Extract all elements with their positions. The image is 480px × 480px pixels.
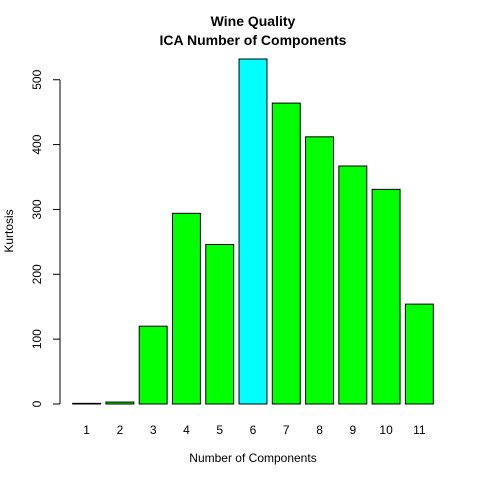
- x-tick-label: 6: [250, 423, 257, 437]
- bar-1: [72, 402, 102, 405]
- x-tick-label: 9: [349, 423, 356, 437]
- x-tick-label: 1: [83, 423, 90, 437]
- bar-11: [404, 303, 434, 405]
- x-axis-tick-labels: 1 2 3 4 5 6 7 8 9 10 11: [83, 423, 426, 437]
- chart-subtitle: ICA Number of Components: [160, 32, 347, 48]
- y-tick-label: 100: [30, 329, 44, 349]
- chart-title: Wine Quality: [211, 13, 296, 29]
- bar-6: [238, 58, 268, 405]
- x-tick-label: 10: [379, 423, 393, 437]
- y-tick-label: 200: [30, 264, 44, 284]
- bar-10: [371, 188, 401, 405]
- y-tick-label: 400: [30, 134, 44, 154]
- bar-9: [338, 165, 368, 405]
- bars: [72, 58, 434, 405]
- x-tick-label: 3: [150, 423, 157, 437]
- x-tick-label: 2: [117, 423, 124, 437]
- x-tick-label: 11: [413, 423, 426, 437]
- bar-8: [305, 136, 335, 405]
- bar-3: [138, 325, 168, 405]
- y-axis-label: Kurtosis: [2, 209, 16, 252]
- bar-4: [171, 212, 201, 405]
- x-tick-label: 5: [216, 423, 223, 437]
- x-tick-label: 7: [283, 423, 290, 437]
- y-tick-label: 500: [30, 69, 44, 89]
- x-axis-label: Number of Components: [189, 451, 316, 465]
- y-axis-ticks: 0 100 200 300 400 500: [30, 69, 60, 407]
- bar-7: [271, 102, 301, 405]
- bar-5: [205, 243, 235, 405]
- y-tick-label: 0: [30, 400, 44, 407]
- bar-2: [105, 401, 135, 405]
- y-tick-label: 300: [30, 199, 44, 219]
- x-tick-label: 8: [316, 423, 323, 437]
- x-tick-label: 4: [183, 423, 190, 437]
